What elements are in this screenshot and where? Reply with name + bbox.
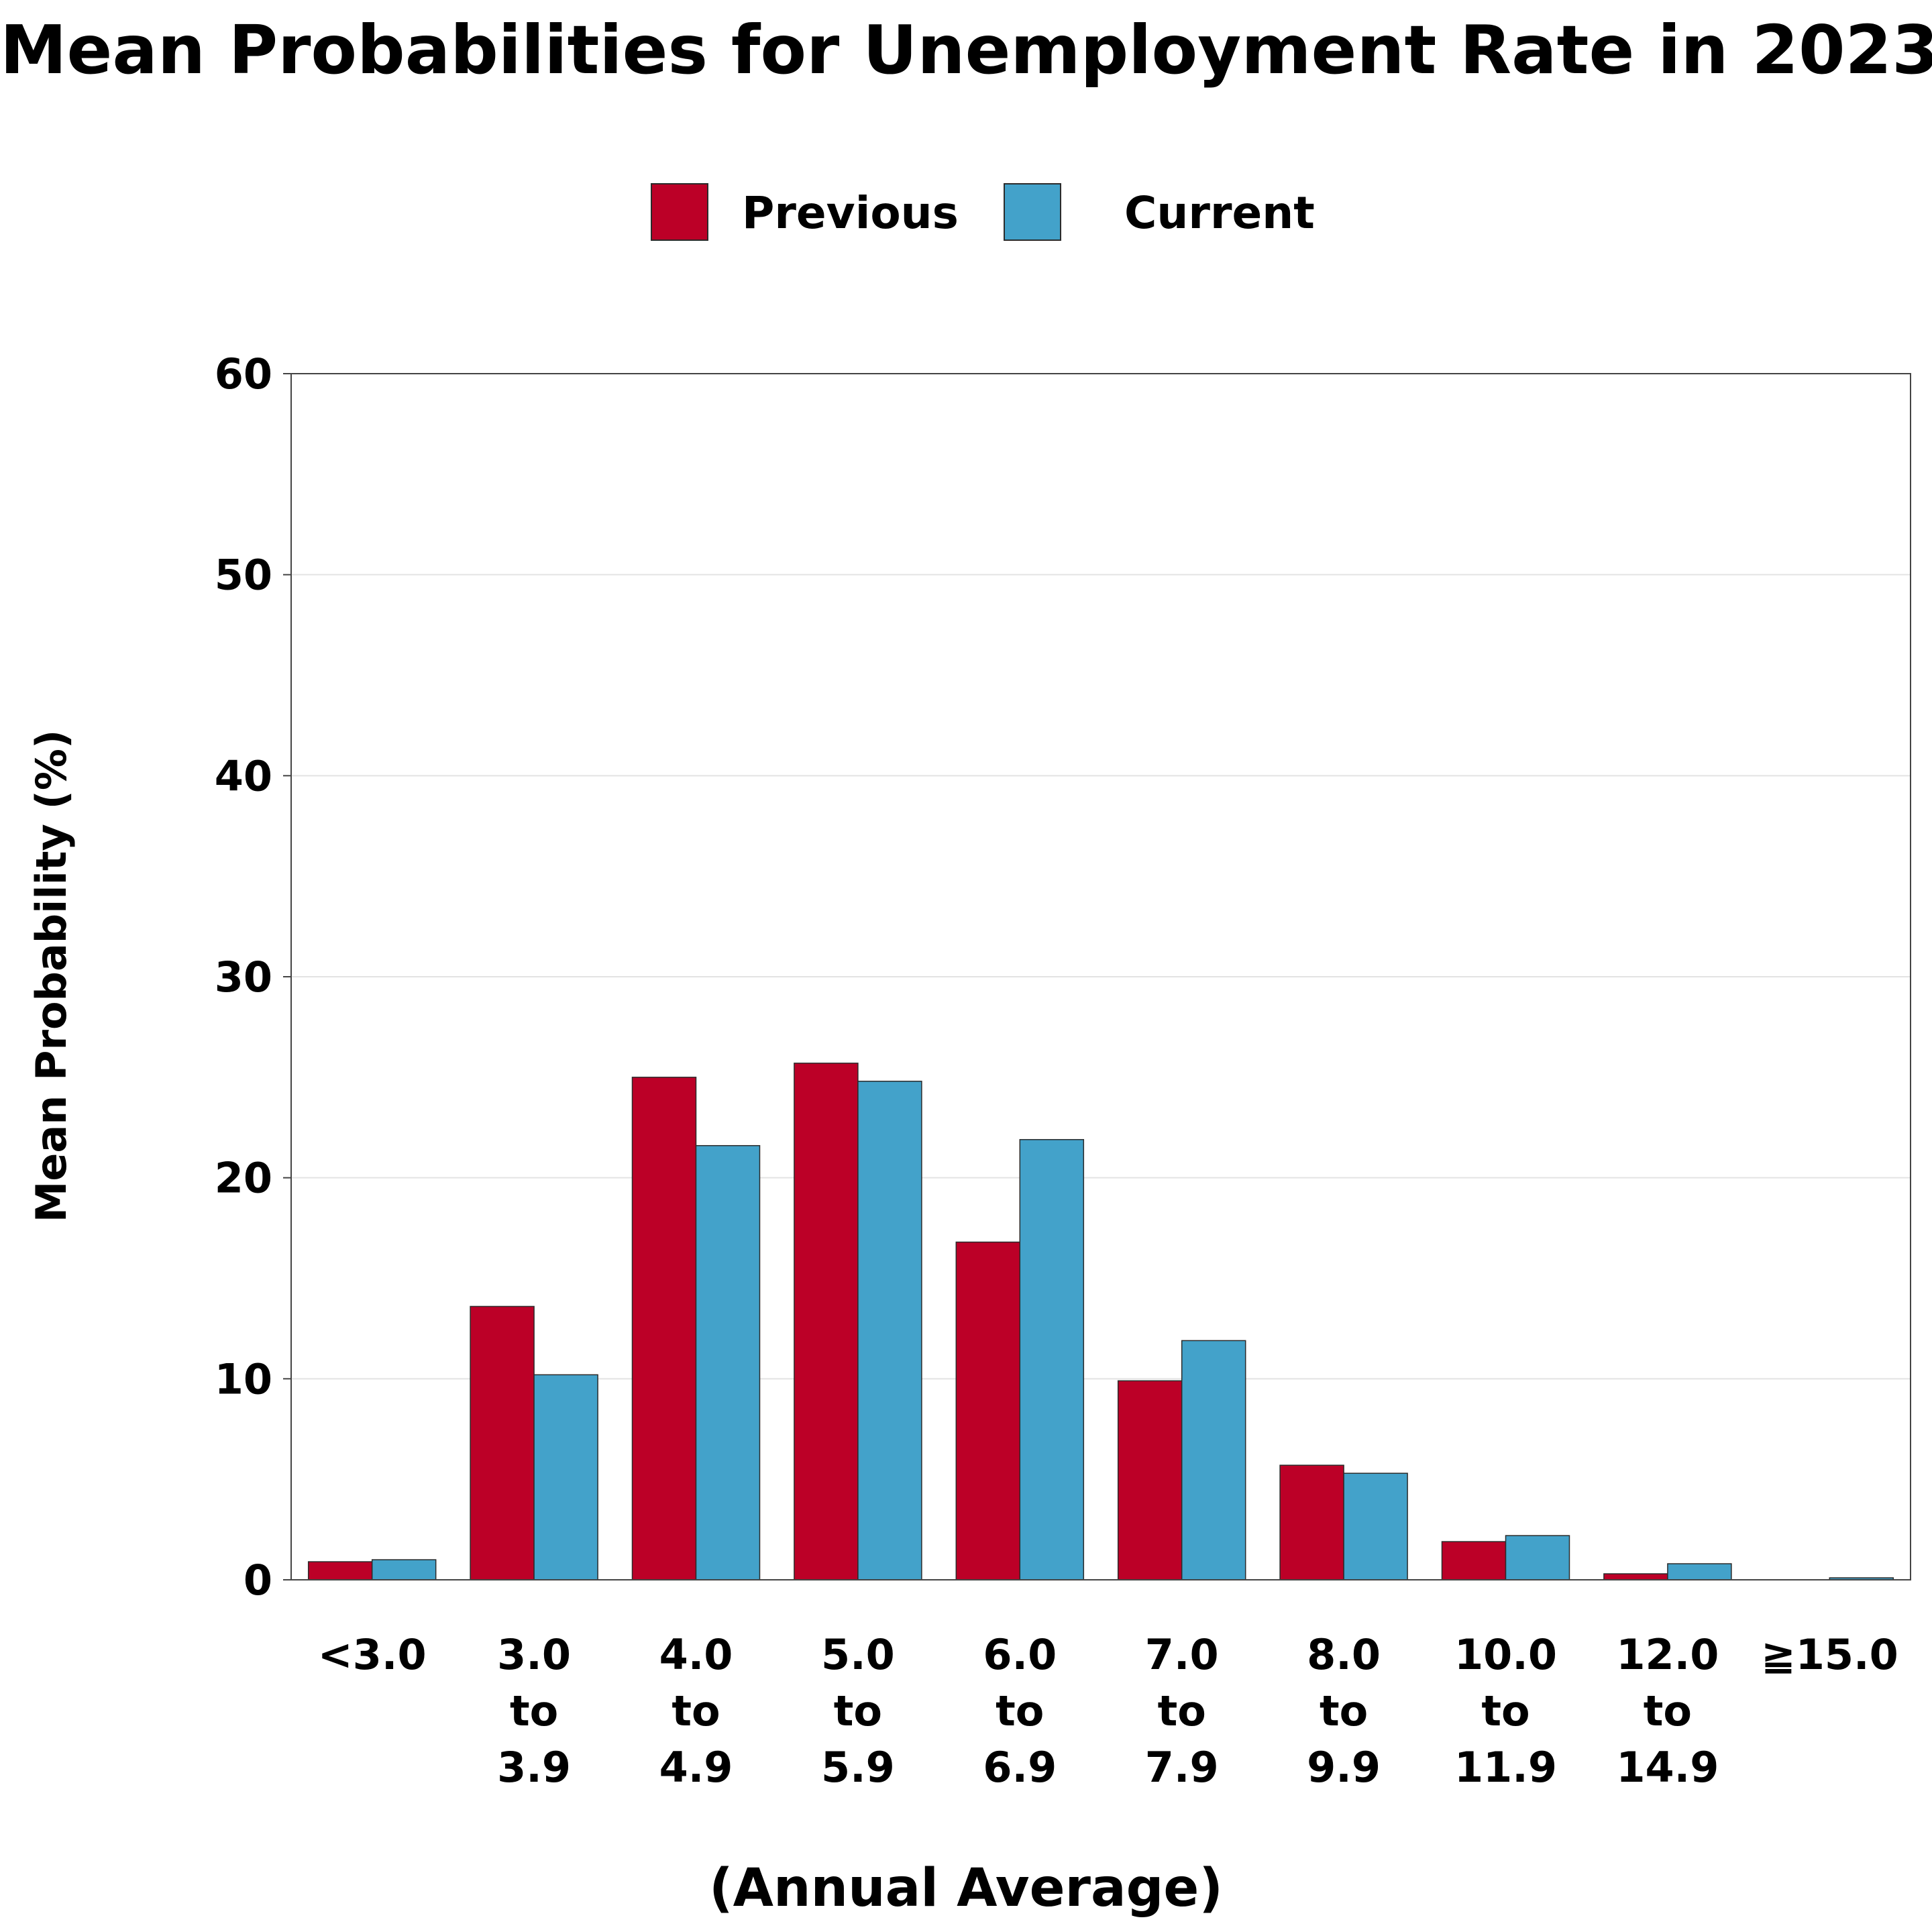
bar-current-0	[371, 1559, 437, 1580]
chart-title: Mean Probabilities for Unemployment Rate…	[0, 11, 1932, 89]
bar-previous-2	[631, 1077, 697, 1580]
bar-previous-3	[794, 1063, 859, 1580]
y-tick-label: 10	[215, 1354, 272, 1403]
bar-previous-7	[1441, 1541, 1507, 1580]
x-tick-label: 5.0 to 5.9	[821, 1630, 895, 1792]
x-tick-label: 10.0 to 11.9	[1454, 1630, 1557, 1792]
gridlines	[291, 574, 1911, 1380]
bar-previous-4	[955, 1241, 1021, 1580]
legend-label-previous: Previous	[742, 187, 959, 239]
y-tick-label: 50	[215, 551, 272, 600]
bar-current-4	[1019, 1138, 1085, 1580]
y-axis: 0 10 20 30 40 50 60	[215, 350, 292, 1605]
legend: Previous Current	[0, 178, 1932, 252]
x-tick-label: 3.0 to 3.9	[497, 1630, 571, 1792]
y-tick-label: 0	[244, 1556, 272, 1605]
bar-previous-5	[1117, 1380, 1183, 1580]
bar-current-7	[1505, 1535, 1570, 1580]
bar-previous-0	[307, 1561, 373, 1580]
legend-label-current: Current	[1124, 187, 1315, 239]
y-tick-label: 40	[215, 751, 272, 800]
x-tick-label: 7.0 to 7.9	[1145, 1630, 1219, 1792]
bar-previous-1	[470, 1305, 535, 1580]
bar-previous-6	[1279, 1464, 1344, 1580]
x-tick-label: ≧15.0	[1761, 1630, 1898, 1679]
x-tick-label: 4.0 to 4.9	[659, 1630, 733, 1792]
y-tick-label: 30	[215, 953, 272, 1002]
bar-previous-8	[1603, 1573, 1668, 1580]
bar-current-1	[533, 1374, 598, 1580]
legend-swatch-previous	[651, 183, 708, 241]
x-axis-title: (Annual Average)	[709, 1858, 1223, 1919]
bar-current-3	[857, 1081, 922, 1580]
bar-current-5	[1181, 1340, 1246, 1580]
x-tick-label: 12.0 to 14.9	[1616, 1630, 1719, 1792]
bars	[307, 1063, 1894, 1580]
y-axis-title: Mean Probability (%)	[27, 729, 76, 1223]
bar-current-6	[1343, 1472, 1408, 1580]
x-tick-label: 6.0 to 6.9	[983, 1630, 1057, 1792]
y-tick-label: 60	[215, 350, 272, 398]
x-axis: <3.0 3.0 to 3.9 4.0 to 4.9 5.0 to 5.9 6.0 to 6.9 7.0 t…	[318, 1630, 1898, 1792]
x-tick-label: <3.0	[318, 1630, 427, 1679]
bar-current-8	[1667, 1563, 1732, 1580]
y-tick-label: 20	[215, 1154, 272, 1203]
bar-current-2	[695, 1144, 761, 1580]
legend-swatch-current	[1004, 183, 1061, 241]
x-tick-label: 8.0 to 9.9	[1307, 1630, 1381, 1792]
